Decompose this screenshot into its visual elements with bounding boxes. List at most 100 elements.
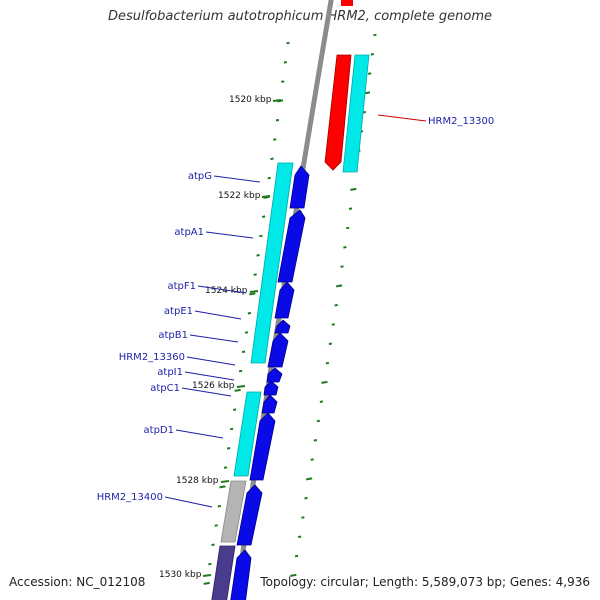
- tick-mark: [238, 369, 243, 373]
- major-tick-mark: [261, 195, 271, 198]
- feature-top-remnant: [341, 0, 353, 6]
- tick-mark: [335, 284, 343, 288]
- gene-label[interactable]: atpG: [188, 171, 212, 182]
- tick-mark: [313, 439, 317, 442]
- gene-label-leader: [186, 356, 236, 366]
- tick-mark: [283, 61, 288, 64]
- tick-mark: [298, 535, 302, 539]
- tick-mark: [370, 53, 374, 56]
- tick-mark: [203, 581, 210, 585]
- tick-mark: [346, 226, 350, 230]
- gene-label-leader: [184, 371, 235, 381]
- feature-atp-alt-2: [233, 391, 262, 477]
- feature-hrm2-13300-alt: [342, 54, 370, 173]
- tick-mark: [281, 80, 285, 83]
- tick-mark: [321, 380, 328, 384]
- tick-label: 1530 kbp: [159, 570, 202, 580]
- gene-label-leader: [213, 175, 261, 183]
- feature-bottom-cds[interactable]: [230, 549, 252, 600]
- gene-label[interactable]: atpA1: [174, 227, 204, 238]
- tick-label: 1522 kbp: [218, 191, 261, 201]
- gene-label-leader: [164, 496, 213, 508]
- feature-dark-alt: [211, 545, 236, 600]
- tick-mark: [256, 254, 260, 257]
- gene-label-leader: [377, 114, 427, 122]
- feature-atp-alt-1: [250, 162, 294, 364]
- map-title: Desulfobacterium autotrophicum HRM2, com…: [107, 9, 493, 24]
- accession-text: Accession: NC_012108: [9, 575, 146, 589]
- tick-label: 1520 kbp: [229, 95, 272, 105]
- tick-mark: [325, 361, 330, 365]
- tick-mark: [328, 342, 333, 346]
- tick-mark: [270, 157, 274, 161]
- feature-hrm2-13400-alt: [220, 480, 247, 543]
- tick-mark: [305, 477, 313, 481]
- tick-mark: [214, 524, 218, 527]
- feature-atpg[interactable]: [289, 165, 310, 209]
- tick-mark: [261, 215, 266, 218]
- tick-label: 1524 kbp: [205, 286, 248, 296]
- gene-label-leader: [181, 387, 232, 397]
- major-tick-mark: [236, 385, 246, 388]
- tick-mark: [310, 458, 314, 461]
- tick-mark: [286, 41, 290, 45]
- gene-label[interactable]: atpB1: [158, 330, 188, 341]
- gene-label[interactable]: HRM2_13300: [428, 116, 494, 127]
- tick-mark: [275, 118, 280, 122]
- tick-mark: [301, 516, 305, 519]
- feature-hrm2-13360[interactable]: [263, 380, 279, 396]
- gene-label-leader: [175, 429, 224, 439]
- tick-mark: [223, 466, 228, 469]
- tick-mark: [244, 331, 249, 334]
- gene-label[interactable]: HRM2_13400: [97, 492, 163, 503]
- tick-mark: [331, 323, 335, 326]
- feature-atpe1[interactable]: [274, 319, 291, 334]
- tick-label: 1526 kbp: [192, 381, 235, 391]
- major-tick-mark: [272, 99, 282, 102]
- tick-mark: [226, 447, 231, 450]
- tick-label: 1528 kbp: [176, 476, 219, 486]
- major-tick-mark: [220, 480, 230, 483]
- tick-mark: [267, 176, 271, 180]
- gene-label[interactable]: atpE1: [164, 306, 193, 317]
- feature-atpi1[interactable]: [266, 367, 283, 383]
- tick-mark: [343, 246, 347, 249]
- tick-mark: [211, 543, 215, 547]
- tick-mark: [304, 496, 308, 500]
- gene-label[interactable]: atpD1: [144, 425, 174, 436]
- tick-mark: [217, 504, 222, 508]
- gene-label[interactable]: HRM2_13360: [119, 352, 185, 363]
- tick-mark: [234, 388, 241, 392]
- gene-label-leader: [197, 285, 247, 294]
- feature-atpa1[interactable]: [277, 209, 306, 283]
- tick-mark: [249, 292, 256, 296]
- feature-hrm2-13300[interactable]: [324, 54, 352, 171]
- gene-label-leader: [189, 334, 239, 343]
- gene-label[interactable]: atpC1: [150, 383, 180, 394]
- feature-atpd1[interactable]: [249, 412, 276, 481]
- genome-summary-text: Topology: circular; Length: 5,589,073 bp…: [260, 575, 590, 589]
- tick-mark: [219, 485, 226, 489]
- tick-mark: [273, 138, 277, 141]
- feature-atpb1[interactable]: [267, 332, 289, 368]
- gene-label[interactable]: atpI1: [157, 367, 183, 378]
- major-tick-mark: [202, 574, 212, 577]
- tick-mark: [208, 562, 212, 566]
- tick-mark: [253, 273, 257, 276]
- tick-mark: [290, 573, 297, 577]
- gene-label[interactable]: atpF1: [167, 281, 196, 292]
- tick-mark: [348, 207, 353, 210]
- gene-label-leader: [205, 231, 254, 239]
- tick-mark: [247, 311, 252, 315]
- feature-atpf1[interactable]: [274, 281, 295, 319]
- tick-mark: [350, 187, 357, 191]
- tick-mark: [232, 408, 237, 411]
- tick-mark: [334, 303, 338, 307]
- major-tick-mark: [249, 290, 259, 293]
- tick-mark: [319, 400, 324, 403]
- tick-mark: [316, 419, 321, 423]
- tick-mark: [241, 350, 246, 354]
- tick-mark: [229, 427, 234, 431]
- feature-hrm2-13400[interactable]: [236, 484, 263, 546]
